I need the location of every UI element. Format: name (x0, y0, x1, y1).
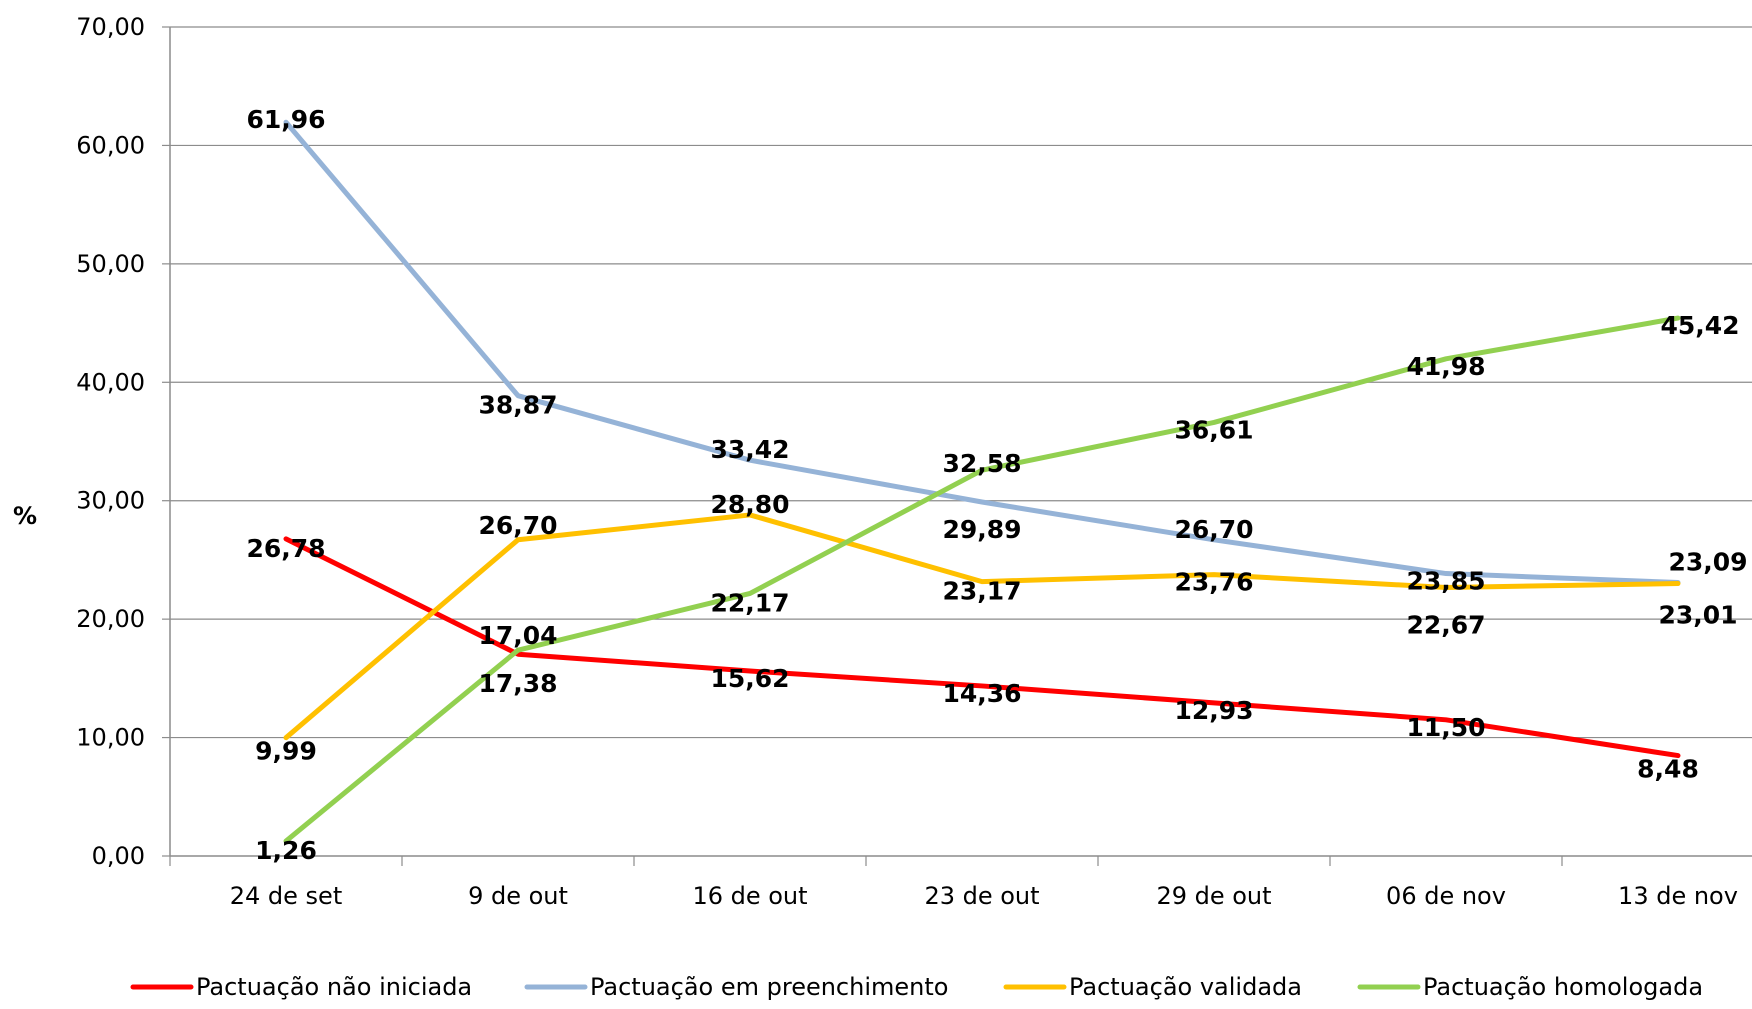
data-label: 14,36 (942, 679, 1021, 708)
legend-entry-label: Pactuação homologada (1423, 973, 1703, 1001)
x-tick-label: 13 de nov (1618, 882, 1738, 910)
data-label: 15,62 (710, 664, 789, 693)
x-tick-label: 16 de out (692, 882, 807, 910)
legend-entry-label: Pactuação em preenchimento (590, 973, 948, 1001)
data-label: 9,99 (255, 737, 317, 766)
data-label: 36,61 (1174, 415, 1253, 444)
data-label: 11,50 (1406, 713, 1485, 742)
data-label: 23,17 (942, 577, 1021, 606)
y-tick-label: 60,00 (76, 131, 145, 159)
data-label: 23,85 (1406, 567, 1485, 596)
data-label: 17,04 (478, 621, 557, 650)
data-label: 8,48 (1637, 755, 1699, 784)
legend-entry-label: Pactuação não iniciada (196, 973, 472, 1001)
legend: Pactuação não iniciada Pactuação em preen… (130, 973, 1703, 1001)
legend-entry-label: Pactuação validada (1069, 973, 1302, 1001)
data-label: 41,98 (1406, 352, 1485, 381)
data-label: 22,67 (1406, 611, 1485, 640)
data-label: 12,93 (1174, 696, 1253, 725)
y-tick-label: 70,00 (76, 13, 145, 41)
data-label: 28,80 (710, 490, 789, 519)
y-tick-label: 10,00 (76, 724, 145, 752)
data-label: 29,89 (942, 515, 1021, 544)
data-label: 26,78 (246, 534, 325, 563)
x-tick-label: 06 de nov (1386, 882, 1506, 910)
series-line-1 (283, 536, 1681, 759)
data-label: 23,09 (1668, 548, 1747, 577)
series-lines (283, 119, 1681, 844)
data-label: 32,58 (942, 449, 1021, 478)
data-label: 23,76 (1174, 568, 1253, 597)
data-label: 26,70 (478, 511, 557, 540)
y-tick-label: 20,00 (76, 605, 145, 633)
data-label: 1,26 (255, 836, 317, 865)
y-tick-label: 40,00 (76, 368, 145, 396)
data-label: 22,17 (710, 588, 789, 617)
data-label: 38,87 (478, 391, 557, 420)
x-tick-label: 24 de set (230, 882, 342, 910)
series-line-3 (283, 512, 1681, 741)
data-label: 23,01 (1658, 600, 1737, 629)
y-axis-title: % (13, 502, 37, 530)
data-label: 33,42 (710, 435, 789, 464)
x-tick-label: 29 de out (1156, 882, 1271, 910)
series-line-2 (283, 119, 1681, 586)
data-labels: 26,78 17,04 15,62 14,36 12,93 11,50 8,48 61,96 3… (246, 105, 1747, 865)
y-tick-label: 30,00 (76, 487, 145, 515)
y-tick-label: 0,00 (92, 842, 145, 870)
x-tick-label: 23 de out (924, 882, 1039, 910)
data-label: 45,42 (1660, 311, 1739, 340)
data-label: 61,96 (246, 105, 325, 134)
data-label: 17,38 (478, 669, 557, 698)
y-tick-label: 50,00 (76, 250, 145, 278)
data-label: 26,70 (1174, 515, 1253, 544)
series-line-4 (283, 315, 1681, 844)
axes: 0,00 10,00 20,00 30,00 40,00 50,00 60,00 70,00 2… (13, 13, 1752, 910)
x-tick-label: 9 de out (468, 882, 568, 910)
